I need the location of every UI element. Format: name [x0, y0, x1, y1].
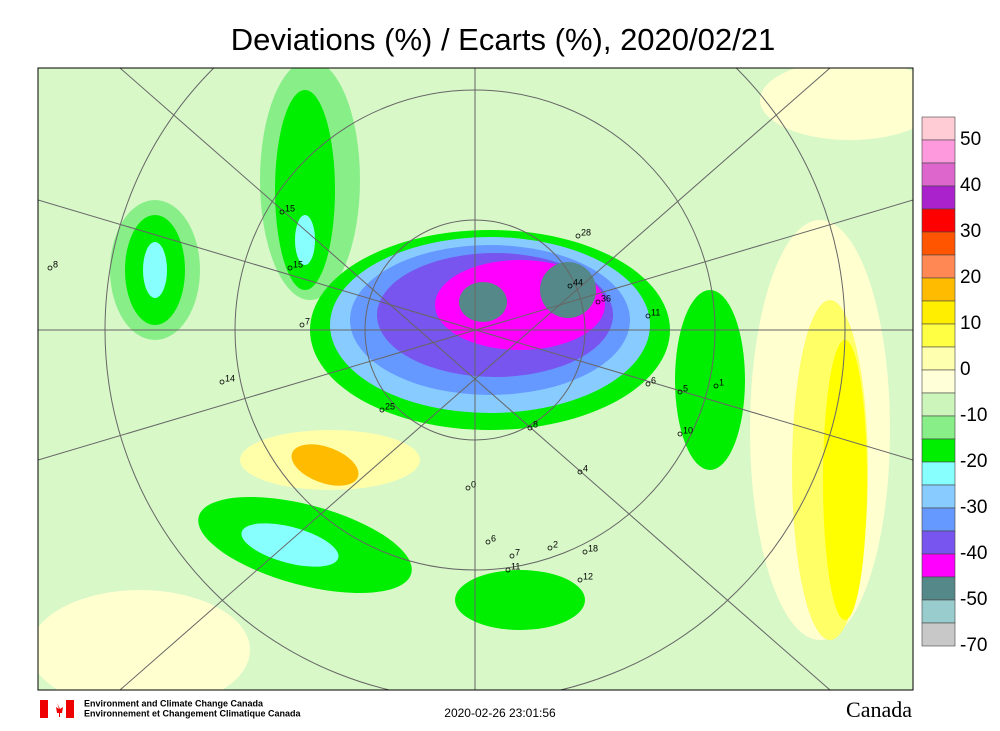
station-value: 5 — [683, 383, 688, 393]
colorbar-swatch — [921, 507, 956, 532]
colorbar-swatch — [921, 415, 956, 440]
colorbar-swatch — [921, 553, 956, 578]
colorbar-swatch — [921, 484, 956, 509]
station-marker — [527, 425, 533, 431]
station-marker — [567, 283, 573, 289]
station-marker — [577, 577, 583, 583]
station-marker — [279, 209, 285, 215]
colorbar-swatch — [921, 208, 956, 233]
station-value: 6 — [651, 375, 656, 385]
colorbar-swatch — [921, 369, 956, 394]
station-value: 2 — [553, 539, 558, 549]
colorbar-swatch — [921, 530, 956, 555]
station-value: 8 — [533, 419, 538, 429]
station-value: 6 — [491, 533, 496, 543]
station-marker — [645, 381, 651, 387]
colorbar-swatch — [921, 116, 956, 141]
colorbar-swatch — [921, 254, 956, 279]
colorbar-swatch — [921, 185, 956, 210]
colorbar-swatch — [921, 438, 956, 463]
station-value: 11 — [511, 561, 520, 571]
station-marker — [465, 485, 471, 491]
colorbar-swatch — [921, 392, 956, 417]
org-en: Environment and Climate Change Canada — [84, 698, 264, 708]
colorbar-swatch — [921, 231, 956, 256]
timestamp: 2020-02-26 23:01:56 — [444, 706, 556, 720]
station-value: 18 — [588, 543, 598, 553]
station-marker — [677, 389, 683, 395]
station-value: 4 — [583, 463, 588, 473]
station-marker — [595, 299, 601, 305]
colorbar-swatch — [921, 576, 956, 601]
colorbar-label: -50 — [960, 589, 987, 610]
flag-left — [40, 700, 48, 718]
station-marker — [547, 545, 553, 551]
station-marker — [219, 379, 225, 385]
station-marker — [713, 383, 719, 389]
colorbar-swatch — [921, 461, 956, 486]
station-marker — [485, 539, 491, 545]
colorbar-label: 0 — [960, 359, 971, 380]
station-marker — [575, 233, 581, 239]
station-value: 44 — [573, 277, 583, 287]
station-value: 25 — [385, 401, 395, 411]
map: 8 15 15 7 14 25 28 44 36 11 5 6 1 10 4 0 2 7 6 11 18 12 8 — [38, 68, 913, 690]
org-fr: Environnement et Changement Climatique C… — [84, 708, 302, 718]
station-value: 0 — [471, 479, 476, 489]
station-marker — [577, 469, 583, 475]
station-value: 8 — [53, 259, 58, 269]
station-value: 1 — [719, 377, 724, 387]
station-value: 15 — [293, 259, 303, 269]
colorbar-swatch — [921, 139, 956, 164]
colorbar-label: 30 — [960, 221, 981, 242]
station-marker — [379, 407, 385, 413]
map-frame — [37, 67, 914, 691]
station-value: 36 — [601, 293, 611, 303]
station-marker — [505, 567, 511, 573]
station-value: 28 — [581, 227, 591, 237]
station-value: 12 — [583, 571, 593, 581]
colorbar-label: 20 — [960, 267, 981, 288]
colorbar-swatch — [921, 599, 956, 624]
colorbar-swatch — [921, 323, 956, 348]
colorbar-swatch — [921, 300, 956, 325]
title: Deviations (%) / Ecarts (%), 2020/02/21 — [231, 22, 775, 57]
colorbar-swatch — [921, 346, 956, 371]
colorbar-label: -30 — [960, 497, 987, 518]
colorbar-label: -20 — [960, 451, 987, 472]
colorbar-label: 50 — [960, 129, 981, 150]
station-marker — [645, 313, 651, 319]
station-marker — [677, 431, 683, 437]
station-marker — [47, 265, 53, 271]
station-marker — [582, 549, 588, 555]
station-value: 11 — [651, 307, 660, 317]
colorbar-label: -10 — [960, 405, 987, 426]
colorbar-label: 10 — [960, 313, 981, 334]
station-value: 7 — [515, 547, 520, 557]
flag-right — [66, 700, 74, 718]
station-value: 15 — [285, 203, 295, 213]
colorbar-swatch — [921, 162, 956, 187]
station-marker — [287, 265, 293, 271]
colorbar-label: -40 — [960, 543, 987, 564]
maple-leaf — [56, 703, 63, 717]
station-marker — [509, 553, 515, 559]
station-marker — [299, 322, 305, 328]
colorbar-swatch — [921, 622, 956, 647]
station-value: 10 — [683, 425, 693, 435]
station-value: 14 — [225, 373, 235, 383]
station-value: 7 — [305, 316, 310, 326]
colorbar-label: -70 — [960, 635, 987, 656]
colorbar-label: 40 — [960, 175, 981, 196]
colorbar-swatch — [921, 277, 956, 302]
wordmark: Canada — [846, 697, 912, 722]
